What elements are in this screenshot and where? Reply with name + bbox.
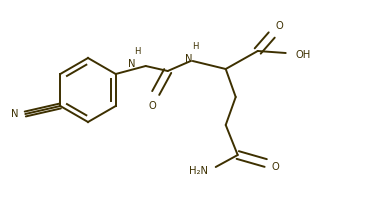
Text: N: N <box>185 54 193 64</box>
Text: O: O <box>272 162 279 172</box>
Text: N: N <box>11 109 18 119</box>
Text: OH: OH <box>296 50 311 60</box>
Text: H₂N: H₂N <box>189 166 208 176</box>
Text: N: N <box>128 59 136 69</box>
Text: O: O <box>149 101 157 111</box>
Text: O: O <box>276 21 283 31</box>
Text: H: H <box>135 47 141 56</box>
Text: H: H <box>193 42 199 51</box>
